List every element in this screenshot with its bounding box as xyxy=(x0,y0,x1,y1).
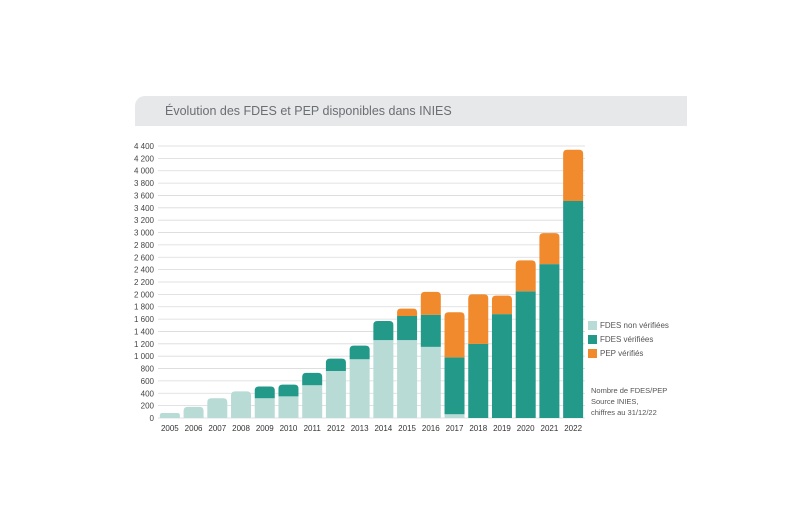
y-tick-label: 2 400 xyxy=(134,266,155,275)
x-tick-label: 2022 xyxy=(564,424,582,433)
x-tick-label: 2012 xyxy=(327,424,345,433)
y-tick-label: 1 200 xyxy=(134,340,155,349)
legend-label: PEP vérifiés xyxy=(600,349,644,358)
y-tick-label: 2 000 xyxy=(134,290,155,299)
bar-segment xyxy=(539,264,560,418)
y-tick-label: 4 200 xyxy=(134,154,155,163)
x-tick-label: 2008 xyxy=(232,424,250,433)
y-tick-label: 400 xyxy=(141,389,155,398)
y-tick-label: 200 xyxy=(141,402,155,411)
bar-segment xyxy=(231,391,252,418)
note-line: Nombre de FDES/PEP xyxy=(591,386,668,395)
y-tick-label: 2 600 xyxy=(134,253,155,262)
bar-segment xyxy=(159,413,180,418)
legend-item-fdes-verifiees: FDES vérifiées xyxy=(588,333,688,346)
legend: FDES non vérifiées FDES vérifiées PEP vé… xyxy=(588,319,688,361)
y-tick-label: 1 000 xyxy=(134,352,155,361)
bar-segment xyxy=(563,149,584,202)
y-tick-label: 3 600 xyxy=(134,191,155,200)
bar-segment xyxy=(254,398,275,418)
bar-segment xyxy=(183,406,204,418)
x-tick-label: 2021 xyxy=(541,424,559,433)
legend-label: FDES non vérifiées xyxy=(600,321,669,330)
y-tick-label: 3 200 xyxy=(134,216,155,225)
x-tick-label: 2018 xyxy=(469,424,487,433)
x-tick-label: 2005 xyxy=(161,424,179,433)
bar-segment xyxy=(420,314,441,347)
x-tick-label: 2015 xyxy=(398,424,416,433)
bar-segment xyxy=(373,340,394,418)
bar-segment xyxy=(515,260,536,292)
bar-segment xyxy=(420,346,441,418)
x-axis-ticks: 2005 2006 2007 2008 2009 2010 2011 2012 2013 2014… xyxy=(161,424,583,433)
bar-segment xyxy=(278,396,299,418)
y-tick-label: 4 000 xyxy=(134,167,155,176)
source-note: Nombre de FDES/PEP Source INIES, chiffre… xyxy=(591,385,681,418)
y-tick-label: 800 xyxy=(141,365,155,374)
grid-lines xyxy=(158,145,585,419)
bar-segment xyxy=(397,340,418,418)
y-axis-ticks: 0 200 400 600 800 1 000 1 200 1 400 1 600 1 800 2 … xyxy=(134,142,155,423)
y-tick-label: 1 800 xyxy=(134,303,155,312)
bar-segment xyxy=(397,308,418,316)
legend-item-fdes-non-verifiees: FDES non vérifiées xyxy=(588,319,688,332)
bar-segment xyxy=(349,359,370,418)
bar-segment xyxy=(444,312,465,358)
x-tick-label: 2009 xyxy=(256,424,274,433)
legend-swatch-pep-verifies xyxy=(588,349,597,358)
y-tick-label: 3 400 xyxy=(134,204,155,213)
bar-segment xyxy=(207,398,228,418)
bar-segment xyxy=(515,291,536,418)
bars xyxy=(159,149,584,418)
bar-segment xyxy=(349,345,370,360)
bar-segment xyxy=(491,295,512,315)
y-tick-label: 3 000 xyxy=(134,229,155,238)
chart-title: Évolution des FDES et PEP disponibles da… xyxy=(165,104,452,118)
bar-segment xyxy=(325,358,346,372)
bar-segment xyxy=(254,386,275,399)
bar-segment xyxy=(468,343,489,418)
note-line: chiffres au 31/12/22 xyxy=(591,408,657,417)
bar-segment xyxy=(468,294,489,344)
x-tick-label: 2016 xyxy=(422,424,440,433)
x-tick-label: 2014 xyxy=(374,424,392,433)
bar-segment xyxy=(302,385,323,418)
y-tick-label: 1 600 xyxy=(134,315,155,324)
bar-segment xyxy=(278,384,299,397)
bar-segment xyxy=(325,371,346,418)
legend-item-pep-verifies: PEP vérifiés xyxy=(588,347,688,360)
bar-segment xyxy=(397,316,418,341)
note-line: Source INIES, xyxy=(591,397,639,406)
x-tick-label: 2013 xyxy=(351,424,369,433)
y-tick-label: 2 200 xyxy=(134,278,155,287)
bar-segment xyxy=(491,314,512,418)
y-tick-label: 4 400 xyxy=(134,142,155,151)
x-tick-label: 2006 xyxy=(185,424,203,433)
x-tick-label: 2010 xyxy=(280,424,298,433)
x-tick-label: 2017 xyxy=(446,424,464,433)
bar-segment xyxy=(302,372,323,386)
bar-segment xyxy=(444,414,465,418)
x-tick-label: 2019 xyxy=(493,424,511,433)
x-tick-label: 2011 xyxy=(304,424,322,433)
y-tick-label: 1 400 xyxy=(134,327,155,336)
bar-segment xyxy=(563,201,584,418)
x-tick-label: 2020 xyxy=(517,424,535,433)
y-tick-label: 600 xyxy=(141,377,155,386)
bar-segment xyxy=(373,320,394,341)
legend-label: FDES vérifiées xyxy=(600,335,654,344)
title-bar: Évolution des FDES et PEP disponibles da… xyxy=(135,96,687,126)
y-tick-label: 2 800 xyxy=(134,241,155,250)
legend-swatch-fdes-verifiees xyxy=(588,335,597,344)
x-tick-label: 2007 xyxy=(208,424,226,433)
bar-segment xyxy=(539,233,560,265)
legend-swatch-fdes-non-verifiees xyxy=(588,321,597,330)
bar-segment xyxy=(444,357,465,415)
y-tick-label: 0 xyxy=(150,414,155,423)
y-tick-label: 3 800 xyxy=(134,179,155,188)
bar-segment xyxy=(420,291,441,315)
